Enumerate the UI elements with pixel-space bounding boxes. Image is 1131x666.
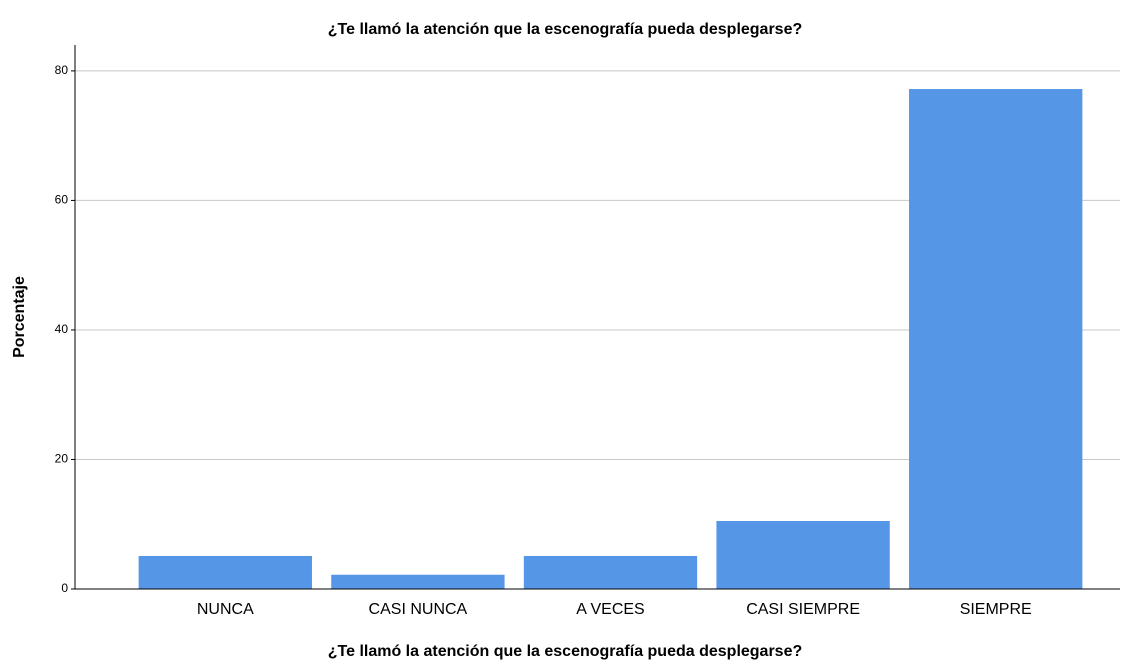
- x-tick-label: NUNCA: [197, 601, 254, 618]
- bar: [523, 555, 698, 589]
- bar: [138, 555, 312, 589]
- y-tick-label: 20: [55, 452, 69, 466]
- y-tick-label: 80: [55, 63, 69, 77]
- y-axis-label: Porcentaje: [11, 276, 28, 358]
- x-tick-label: A VECES: [576, 601, 644, 618]
- x-tick-label: SIEMPRE: [960, 601, 1032, 618]
- x-axis-label: ¿Te llamó la atención que la escenografí…: [328, 643, 803, 660]
- y-tick-label: 0: [61, 581, 68, 595]
- x-tick-label: CASI SIEMPRE: [746, 601, 860, 618]
- chart-title: ¿Te llamó la atención que la escenografí…: [328, 21, 803, 38]
- y-tick-label: 40: [55, 322, 69, 336]
- y-tick-label: 60: [55, 193, 69, 207]
- bar: [909, 89, 1083, 590]
- bar: [331, 574, 505, 589]
- x-tick-label: CASI NUNCA: [369, 601, 468, 618]
- bar: [716, 521, 890, 589]
